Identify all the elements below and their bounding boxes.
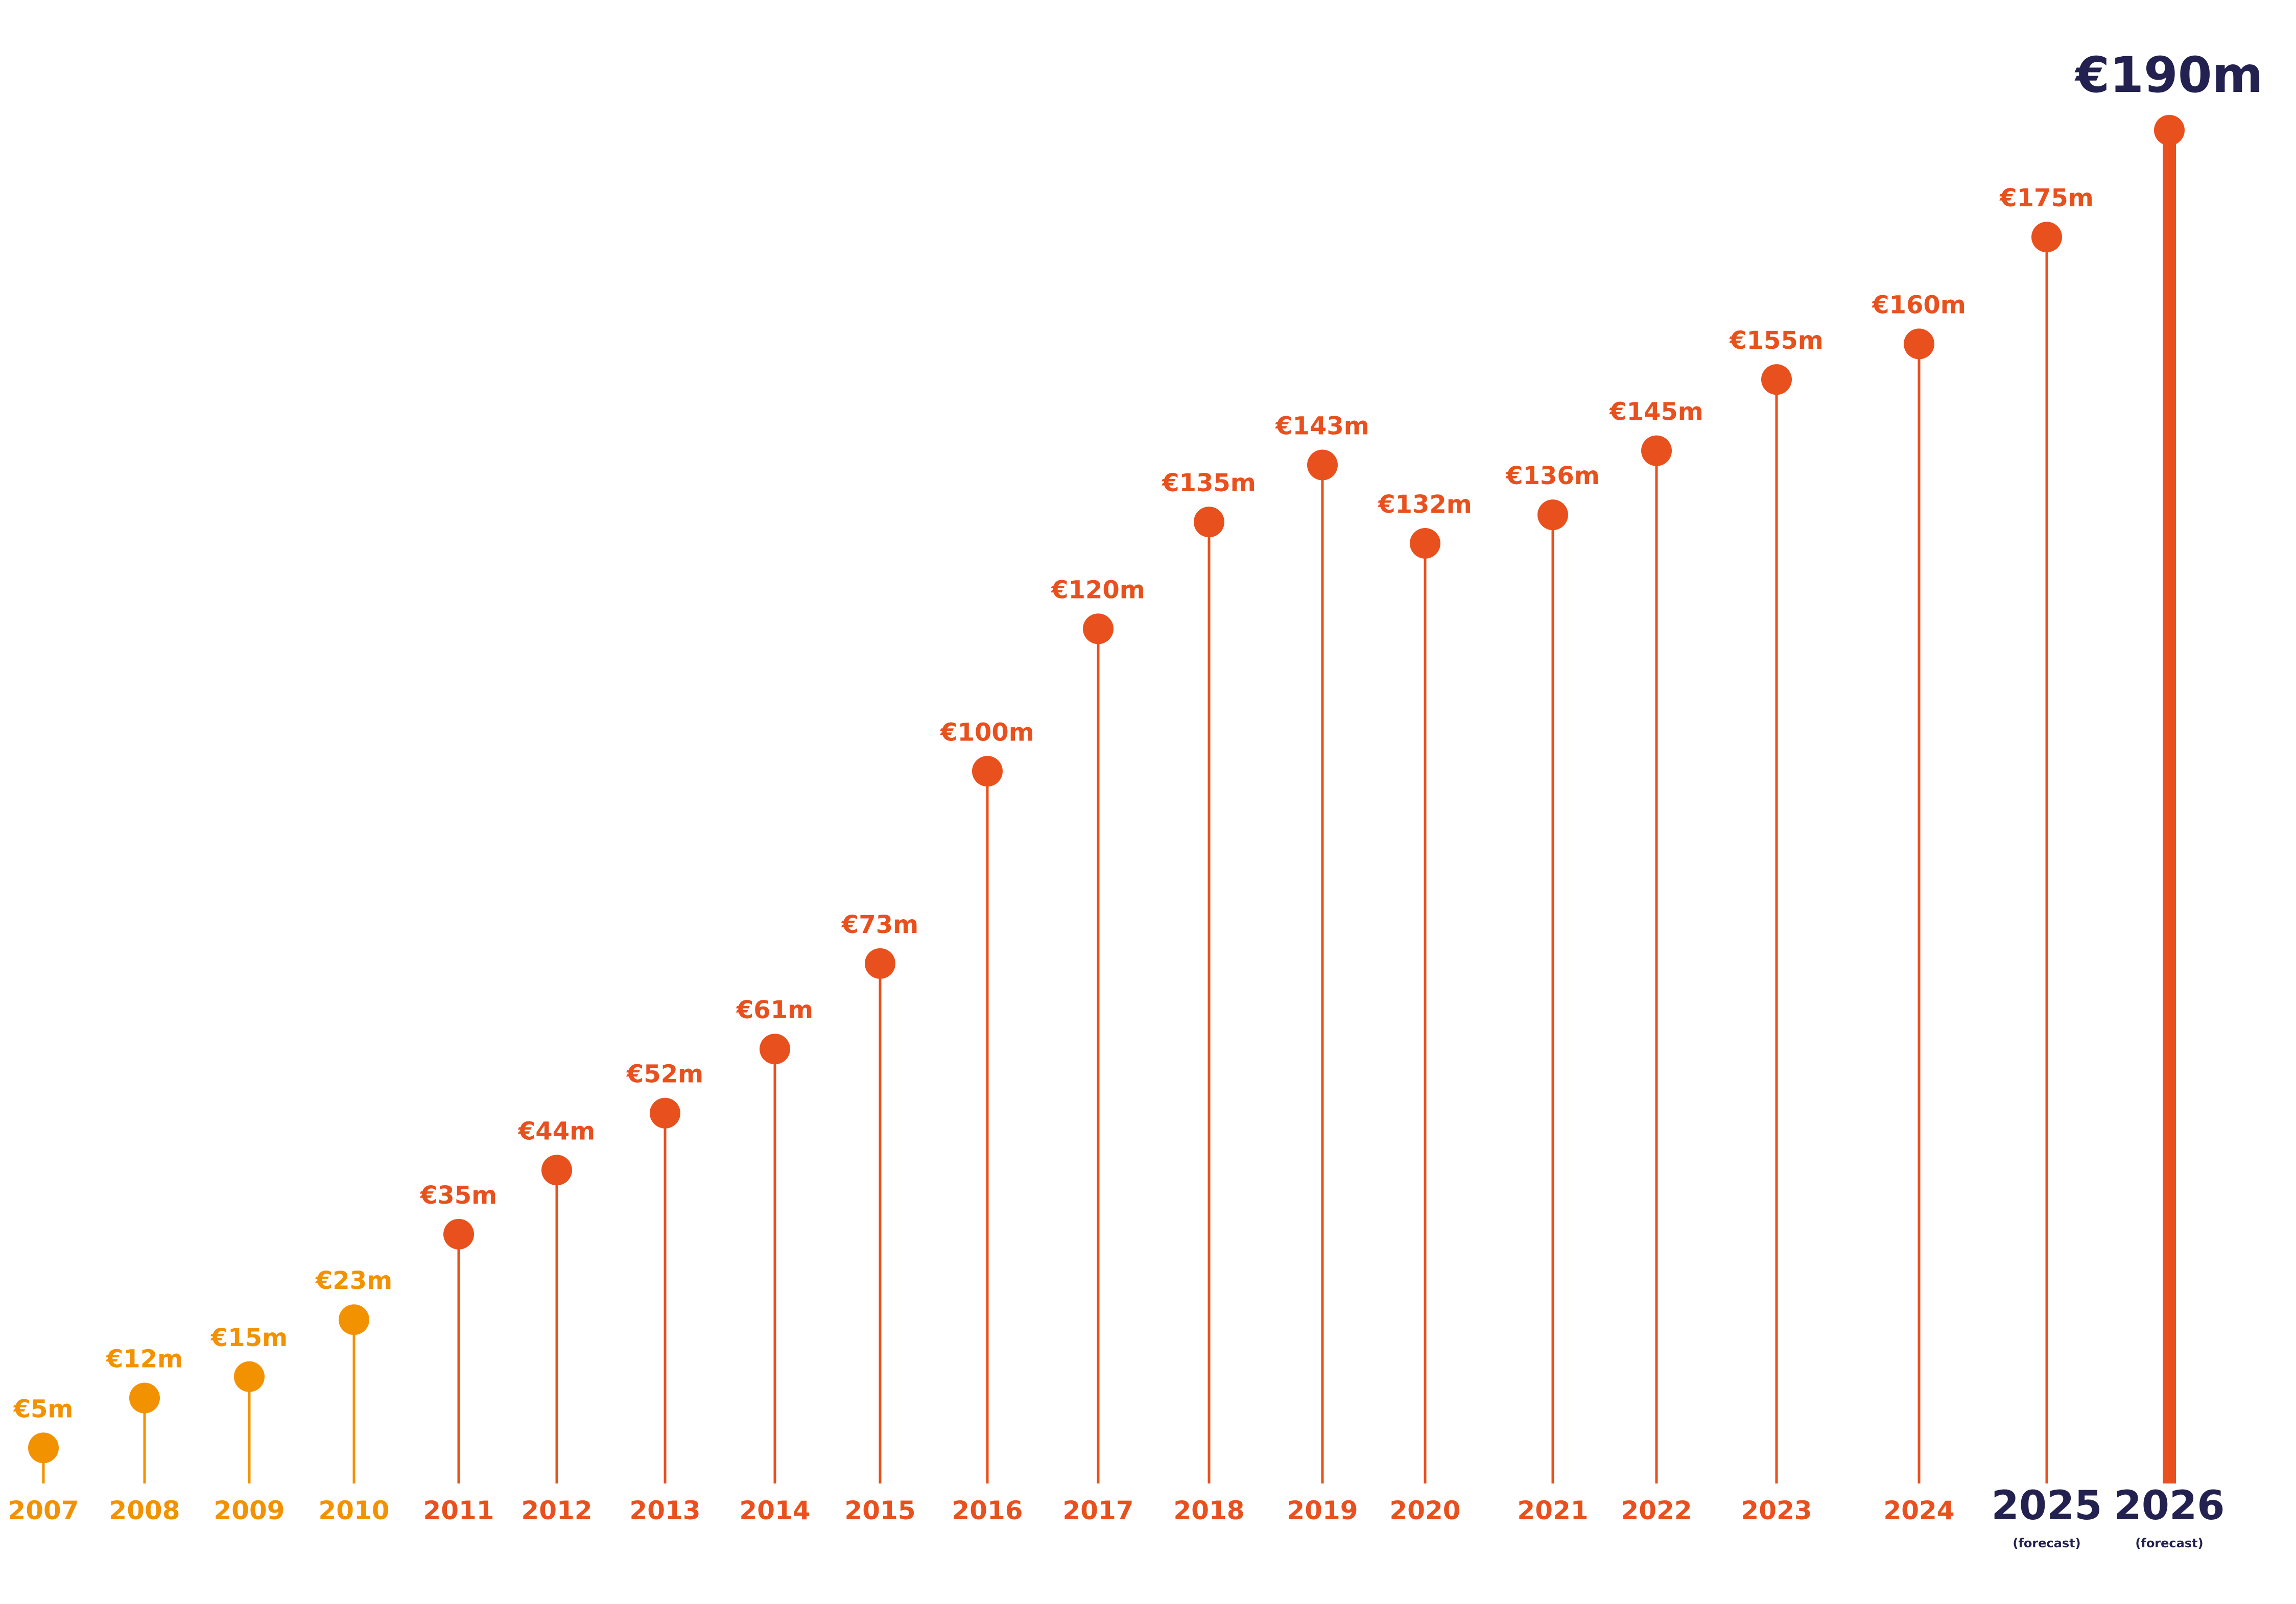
marker-2019 [1307, 449, 1338, 481]
value-label-2023: €155m [1729, 326, 1824, 355]
value-label-2020: €132m [1378, 490, 1472, 519]
marker-2017 [1083, 613, 1114, 644]
year-label-2025: 2025 [1991, 1483, 2102, 1529]
value-label-2007: €5m [13, 1395, 74, 1423]
year-label-2019: 2019 [1287, 1496, 1358, 1525]
data-point-2013: €52m 2013 [626, 1060, 703, 1525]
year-label-2022: 2022 [1621, 1496, 1692, 1525]
marker-2012 [541, 1155, 572, 1186]
value-label-2015: €73m [841, 911, 918, 939]
year-label-2014: 2014 [739, 1496, 810, 1525]
forecast-note-2026: (forecast) [2135, 1536, 2203, 1550]
marker-2009 [234, 1361, 265, 1392]
value-label-2019: €143m [1275, 412, 1369, 441]
value-label-2017: €120m [1051, 576, 1145, 604]
data-point-2020: €132m 2020 [1378, 490, 1472, 1525]
value-label-2014: €61m [736, 996, 813, 1024]
data-point-2026: €190m 2026 (forecast) [2074, 46, 2263, 1550]
data-point-2022: €145m 2022 [1609, 398, 1703, 1525]
marker-2018 [1194, 507, 1224, 538]
value-label-2011: €35m [420, 1181, 497, 1210]
year-label-2021: 2021 [1517, 1496, 1588, 1525]
year-label-2012: 2012 [521, 1496, 592, 1525]
data-point-2015: €73m 2015 [841, 911, 918, 1525]
year-label-2013: 2013 [629, 1496, 700, 1525]
value-label-2008: €12m [106, 1345, 183, 1374]
data-point-2007: €5m 2007 [8, 1395, 79, 1525]
value-label-2025: €175m [1999, 184, 2094, 212]
forecast-note-2025: (forecast) [2013, 1536, 2080, 1550]
data-point-2008: €12m 2008 [106, 1345, 183, 1525]
marker-2022 [1641, 435, 1672, 466]
value-label-2012: €44m [518, 1117, 595, 1145]
data-point-2010: €23m 2010 [315, 1266, 392, 1525]
marker-2015 [865, 948, 895, 979]
data-point-2011: €35m 2011 [420, 1181, 497, 1525]
year-label-2023: 2023 [1741, 1496, 1812, 1525]
marker-2016 [972, 756, 1003, 787]
year-label-2026: 2026 [2114, 1483, 2224, 1529]
value-label-2009: €15m [210, 1324, 288, 1352]
marker-2011 [443, 1218, 474, 1250]
value-label-2018: €135m [1162, 469, 1256, 497]
marker-2013 [650, 1097, 680, 1129]
data-point-2017: €120m 2017 [1051, 576, 1145, 1525]
marker-2026 [2154, 115, 2185, 146]
value-label-2013: €52m [626, 1060, 703, 1089]
year-label-2018: 2018 [1173, 1496, 1244, 1525]
data-point-2016: €100m 2016 [940, 718, 1034, 1525]
data-point-2023: €155m 2023 [1729, 326, 1824, 1525]
marker-2014 [760, 1034, 790, 1065]
year-label-2024: 2024 [1883, 1496, 1954, 1525]
marker-2008 [129, 1382, 160, 1414]
year-label-2020: 2020 [1389, 1496, 1460, 1525]
year-label-2015: 2015 [844, 1496, 915, 1525]
data-point-2019: €143m 2019 [1275, 412, 1369, 1525]
year-label-2016: 2016 [952, 1496, 1023, 1525]
marker-2025 [2031, 222, 2062, 253]
marker-2021 [1537, 499, 1568, 531]
data-point-2024: €160m 2024 [1872, 291, 1966, 1525]
marker-2020 [1410, 528, 1440, 559]
data-point-2025: €175m 2025 (forecast) [1991, 184, 2102, 1550]
year-label-2010: 2010 [318, 1496, 389, 1525]
marker-2024 [1904, 328, 1934, 360]
marker-2023 [1761, 364, 1792, 395]
data-point-2009: €15m 2009 [210, 1324, 288, 1525]
year-label-2008: 2008 [109, 1496, 180, 1525]
value-label-2022: €145m [1609, 398, 1703, 426]
value-label-2010: €23m [315, 1266, 392, 1295]
year-label-2011: 2011 [423, 1496, 494, 1525]
year-label-2007: 2007 [8, 1496, 79, 1525]
data-point-2014: €61m 2014 [736, 996, 813, 1525]
data-point-2012: €44m 2012 [518, 1117, 595, 1525]
data-point-2021: €136m 2021 [1505, 462, 1600, 1525]
marker-2010 [339, 1304, 369, 1335]
value-label-2026: €190m [2074, 46, 2263, 104]
data-point-2018: €135m 2018 [1162, 469, 1256, 1525]
value-label-2024: €160m [1872, 291, 1966, 319]
year-label-2009: 2009 [214, 1496, 285, 1525]
year-label-2017: 2017 [1062, 1496, 1133, 1525]
value-label-2016: €100m [940, 718, 1034, 747]
marker-2007 [28, 1432, 59, 1464]
value-label-2021: €136m [1505, 462, 1600, 490]
